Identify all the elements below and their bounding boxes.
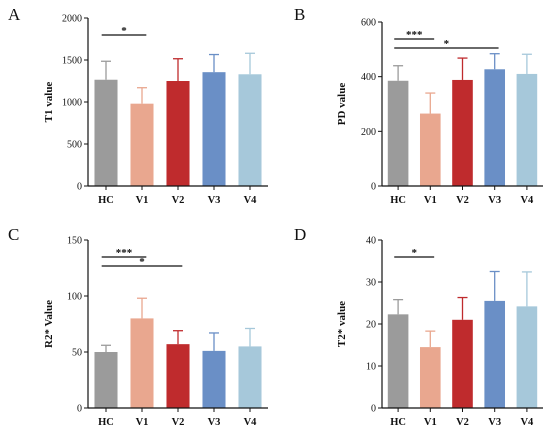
x-tick-label: V4: [520, 195, 534, 206]
x-tick-label: V2: [172, 417, 185, 428]
y-tick-label: 600: [361, 18, 376, 29]
panel-letter: C: [8, 225, 19, 244]
x-tick-label: HC: [98, 417, 114, 428]
x-tick-label: V3: [208, 195, 221, 206]
bar-hc: [387, 314, 409, 408]
significance-label: *: [444, 38, 450, 50]
x-tick-label: HC: [390, 417, 406, 428]
y-tick-label: 500: [67, 140, 82, 151]
bar-hc: [387, 80, 409, 186]
bar-v2: [452, 79, 473, 186]
y-tick-label: 40: [366, 236, 376, 247]
y-axis-label: T1 value: [43, 82, 55, 123]
panel-letter: A: [8, 5, 21, 24]
significance-label: *: [139, 256, 145, 268]
significance-label: ***: [116, 247, 133, 259]
y-tick-label: 0: [371, 404, 376, 415]
x-tick-label: V4: [244, 195, 258, 206]
bar-v3: [484, 69, 506, 186]
x-tick-label: V1: [424, 195, 437, 206]
panel-d: D T2* value HC V1 V2 V3 V4 0 10 20 30 40 *: [294, 225, 543, 428]
significance-label: *: [121, 25, 127, 37]
bar-v3: [202, 72, 226, 186]
y-tick-label: 0: [371, 182, 376, 193]
y-tick-label: 50: [72, 348, 82, 359]
x-tick-label: V4: [244, 417, 258, 428]
y-tick-label: 2000: [62, 14, 82, 25]
y-tick-label: 100: [67, 292, 82, 303]
bar-v1: [130, 318, 154, 408]
x-tick-label: HC: [98, 195, 114, 206]
x-tick-label: V1: [136, 195, 149, 206]
bar-v4: [238, 74, 262, 186]
x-tick-label: V2: [456, 417, 469, 428]
y-tick-label: 1500: [62, 56, 82, 67]
x-tick-label: V1: [424, 417, 437, 428]
x-tick-label: V3: [488, 417, 501, 428]
y-tick-label: 200: [361, 127, 376, 138]
bar-v1: [419, 113, 441, 186]
y-axis-label: T2* value: [336, 301, 348, 347]
x-tick-label: V2: [172, 195, 185, 206]
panel-a: A T1 value HC V1 V2 V3 V4 0 500 1000 1500 2000 *: [8, 5, 268, 206]
y-tick-label: 150: [67, 236, 82, 247]
y-axis-label: PD value: [336, 83, 348, 126]
significance-label: ***: [406, 29, 423, 41]
x-tick-label: V1: [136, 417, 149, 428]
significance-label: *: [411, 247, 417, 259]
x-tick-label: V3: [488, 195, 501, 206]
panel-letter: B: [294, 5, 305, 24]
x-tick-label: V4: [520, 417, 534, 428]
y-axis-label: R2* Value: [43, 300, 55, 348]
bar-v4: [516, 73, 538, 186]
bar-v2: [452, 319, 473, 408]
bar-v4: [516, 306, 538, 408]
bar-v4: [238, 346, 262, 408]
y-tick-label: 10: [366, 362, 376, 373]
bar-v3: [202, 350, 226, 408]
y-tick-label: 20: [366, 320, 376, 331]
bar-v1: [419, 347, 441, 408]
bar-v1: [130, 103, 154, 186]
y-tick-label: 30: [366, 278, 376, 289]
bar-v2: [166, 344, 190, 408]
y-tick-label: 1000: [62, 98, 82, 109]
x-tick-label: V2: [456, 195, 469, 206]
bar-hc: [94, 79, 118, 186]
bar-v3: [484, 300, 506, 408]
x-tick-label: V3: [208, 417, 221, 428]
y-tick-label: 0: [77, 182, 82, 193]
x-tick-label: HC: [390, 195, 406, 206]
panel-letter: D: [294, 225, 306, 244]
y-tick-label: 400: [361, 72, 376, 83]
bar-hc: [94, 352, 118, 408]
y-tick-label: 0: [77, 404, 82, 415]
bar-v2: [166, 81, 190, 186]
